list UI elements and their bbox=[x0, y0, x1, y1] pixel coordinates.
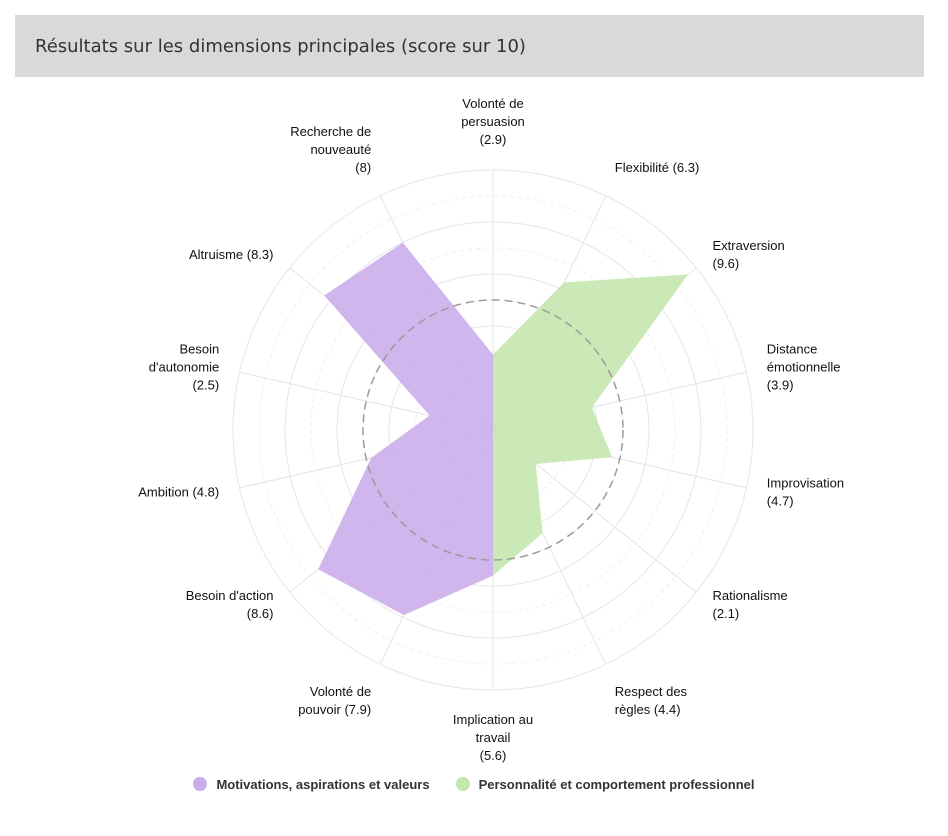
axis-label-line: Rationalisme bbox=[713, 588, 788, 603]
axis-label-respect-des-regles: Respect des règles (4.4) bbox=[615, 684, 688, 717]
axis-label-line: Implication au bbox=[453, 712, 533, 727]
axis-label-line: Improvisation bbox=[767, 476, 844, 491]
axis-label-extraversion: Extraversion (9.6) bbox=[713, 238, 785, 271]
legend-item-motivations[interactable]: Motivations, aspirations et valeurs bbox=[193, 776, 430, 792]
axis-label-line: Recherche de bbox=[290, 124, 371, 139]
axis-label-line: émotionnelle bbox=[767, 360, 841, 375]
series-area-motivations-aspirations-et-valeurs bbox=[318, 242, 493, 616]
axis-label-line: (3.9) bbox=[767, 378, 794, 393]
axis-label-line: (9.6) bbox=[713, 256, 740, 271]
legend-swatch-personnalite bbox=[455, 777, 470, 791]
axis-label-line: Volonté de bbox=[462, 96, 523, 111]
series-area-personnalite-et-comportement-professionnel bbox=[493, 274, 689, 576]
axis-label-line: nouveauté bbox=[310, 142, 371, 157]
axis-label-besoin-d-action: Besoin d'action (8.6) bbox=[186, 588, 274, 621]
page-title: Résultats sur les dimensions principales… bbox=[35, 35, 526, 57]
axis-label-volonte-de-persuasion: Volonté de persuasion (2.9) bbox=[461, 96, 525, 147]
axis-label-flexibilite: Flexibilité (6.3) bbox=[615, 160, 700, 175]
axis-label-line: pouvoir (7.9) bbox=[298, 702, 371, 717]
axis-label-line: travail bbox=[476, 730, 511, 745]
axis-label-ambition: Ambition (4.8) bbox=[138, 485, 219, 500]
axis-label-line: Extraversion bbox=[713, 238, 785, 253]
axis-label-distance-emotionnelle: Distance émotionnelle (3.9) bbox=[767, 342, 841, 393]
axis-label-rationalisme: Rationalisme (2.1) bbox=[713, 588, 788, 621]
chart-header: Résultats sur les dimensions principales… bbox=[15, 15, 924, 77]
reference-circle bbox=[362, 299, 624, 561]
axis-label-improvisation: Improvisation (4.7) bbox=[767, 476, 844, 509]
axis-label-line: Altruisme (8.3) bbox=[189, 247, 274, 262]
axis-label-besoin-d-autonomie: Besoin d'autonomie (2.5) bbox=[149, 342, 219, 393]
axis-label-line: Volonté de bbox=[310, 684, 371, 699]
legend-swatch-motivations bbox=[193, 777, 208, 791]
axis-label-line: d'autonomie bbox=[149, 360, 219, 375]
axis-label-line: Ambition (4.8) bbox=[138, 485, 219, 500]
axis-label-line: Respect des bbox=[615, 684, 688, 699]
legend: Motivations, aspirations et valeurs Pers… bbox=[0, 772, 948, 796]
axis-label-line: (8.6) bbox=[247, 606, 274, 621]
axis-label-altruisme: Altruisme (8.3) bbox=[189, 247, 274, 262]
axis-label-implication-au-travail: Implication au travail (5.6) bbox=[453, 712, 533, 763]
axis-label-line: (8) bbox=[355, 160, 371, 175]
axis-label-line: règles (4.4) bbox=[615, 702, 681, 717]
axis-label-line: (2.1) bbox=[713, 606, 740, 621]
axis-label-line: (2.9) bbox=[480, 132, 507, 147]
axis-label-line: (2.5) bbox=[192, 378, 219, 393]
axis-label-line: Besoin bbox=[179, 342, 219, 357]
axis-label-line: Flexibilité (6.3) bbox=[615, 160, 700, 175]
axis-label-line: persuasion bbox=[461, 114, 525, 129]
legend-item-personnalite[interactable]: Personnalité et comportement professionn… bbox=[455, 776, 755, 792]
axis-label-line: Distance bbox=[767, 342, 818, 357]
axis-label-line: (5.6) bbox=[480, 748, 507, 763]
legend-label: Motivations, aspirations et valeurs bbox=[216, 776, 430, 792]
axis-label-recherche-de-nouveaute: Recherche de nouveauté (8) bbox=[290, 124, 371, 175]
axis-label-volonte-de-pouvoir: Volonté de pouvoir (7.9) bbox=[298, 684, 371, 717]
axis-label-line: (4.7) bbox=[767, 494, 794, 509]
legend-label: Personnalité et comportement professionn… bbox=[478, 776, 755, 792]
grid-circle bbox=[258, 195, 728, 665]
axis-label-line: Besoin d'action bbox=[186, 588, 274, 603]
